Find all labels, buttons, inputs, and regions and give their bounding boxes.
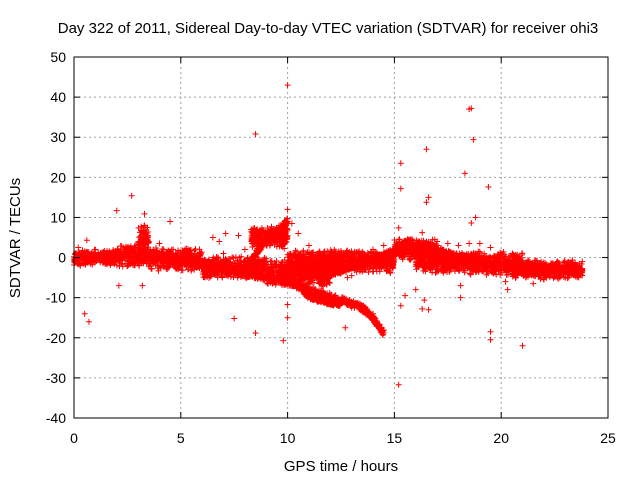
band-point (135, 260, 142, 267)
band-point (326, 280, 333, 287)
band-point (101, 247, 108, 254)
band-point (220, 256, 227, 263)
band-point (93, 258, 100, 265)
band-point (164, 265, 171, 272)
band-point (312, 271, 319, 278)
band-point (279, 259, 286, 266)
band-point (77, 253, 84, 260)
band-point (284, 226, 291, 233)
band-point (282, 233, 289, 240)
band-point (273, 267, 280, 274)
band-point (192, 245, 199, 252)
band-point (105, 254, 112, 261)
band-point (124, 262, 131, 269)
band-point (230, 255, 237, 262)
band-point (171, 264, 178, 271)
band-point (93, 252, 100, 259)
band-point (74, 253, 81, 260)
band-point (86, 254, 93, 261)
band-point (156, 263, 163, 270)
band-point (155, 267, 162, 274)
band-point (140, 248, 147, 255)
band-point (117, 253, 124, 260)
band-point (109, 250, 116, 257)
band-point (214, 254, 221, 261)
band-point (126, 258, 133, 265)
chart-title: Day 322 of 2011, Sidereal Day-to-day VTE… (58, 20, 599, 37)
band-point (257, 233, 264, 240)
band-point (210, 256, 217, 263)
grid-lines (74, 57, 608, 418)
band-point (219, 274, 226, 281)
band-point (277, 269, 284, 276)
band-point (132, 258, 139, 265)
band-point (263, 267, 270, 274)
band-point (279, 242, 286, 249)
band-point (197, 251, 204, 258)
band-point (260, 260, 267, 267)
band-point (249, 235, 256, 242)
band-point (129, 252, 136, 259)
band-point (283, 238, 290, 245)
band-point (141, 241, 148, 248)
band-point (136, 229, 143, 236)
band-point (123, 249, 130, 256)
band-point (307, 278, 314, 285)
band-point (91, 251, 98, 258)
band-point (315, 251, 322, 258)
band-point (259, 266, 266, 273)
band-point (178, 267, 185, 274)
band-point (238, 253, 245, 260)
band-point (187, 251, 194, 258)
band-point (133, 251, 140, 258)
band-point (263, 255, 270, 262)
band-point (323, 281, 330, 288)
band-point (279, 237, 286, 244)
band-point (278, 263, 285, 270)
band-point (407, 256, 414, 263)
band-point (180, 248, 187, 255)
data-marks (71, 82, 586, 388)
band-point (308, 275, 315, 282)
band-point (119, 261, 126, 268)
band-point (172, 250, 179, 257)
band-point (200, 274, 207, 281)
band-point (271, 241, 278, 248)
band-point (117, 242, 124, 249)
band-point (204, 271, 211, 278)
band-point (302, 276, 309, 283)
band-point (97, 250, 104, 257)
band-point (268, 268, 275, 275)
band-point (144, 237, 151, 244)
band-point (236, 257, 243, 264)
band-point (113, 262, 120, 269)
band-point (282, 267, 289, 274)
band-point (107, 262, 114, 269)
band-point (271, 263, 278, 270)
band-point (148, 262, 155, 269)
band-point (257, 259, 264, 266)
band-point (196, 250, 203, 257)
band-point (307, 272, 314, 279)
band-point (226, 255, 233, 262)
band-point (161, 262, 168, 269)
band-point (165, 264, 172, 271)
band-point (231, 260, 238, 267)
band-point (194, 255, 201, 262)
